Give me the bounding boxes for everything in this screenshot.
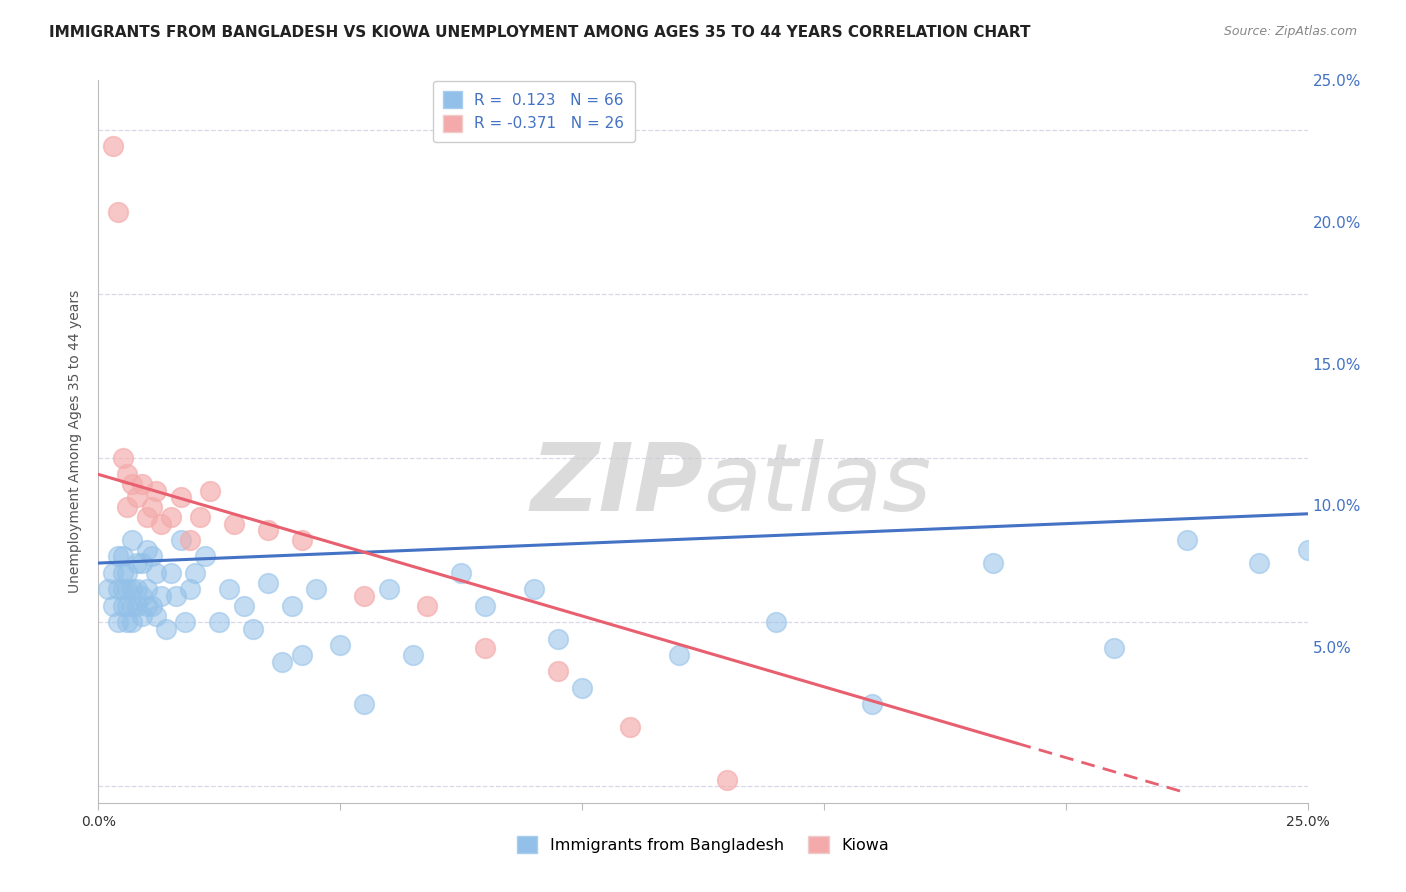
Point [131,589,153,603]
Point [165,589,187,603]
Point [271,655,294,669]
Point [117,582,139,597]
Point [242,622,264,636]
Point [111,566,134,580]
Point [179,582,201,597]
Point [1296,542,1319,557]
Point [101,566,124,580]
Point [169,533,191,547]
Point [765,615,787,630]
Point [135,542,157,557]
Point [131,608,153,623]
Point [107,204,129,219]
Point [101,599,124,613]
Point [127,599,149,613]
Point [131,477,153,491]
Point [981,556,1004,570]
Point [290,648,312,662]
Point [107,615,129,630]
Point [97,582,120,597]
Point [188,510,211,524]
Point [218,582,240,597]
Point [131,556,153,570]
Point [184,566,207,580]
Point [329,638,352,652]
Point [377,582,399,597]
Point [160,566,183,580]
Point [111,549,134,564]
Text: Source: ZipAtlas.com: Source: ZipAtlas.com [1223,25,1357,38]
Point [290,533,312,547]
Point [107,549,129,564]
Point [111,582,134,597]
Point [305,582,328,597]
Point [127,491,149,505]
Point [232,599,254,613]
Point [547,632,569,646]
Point [121,599,143,613]
Point [121,615,143,630]
Point [117,615,139,630]
Point [169,491,191,505]
Point [256,523,278,537]
Point [121,477,143,491]
Point [111,599,134,613]
Point [155,622,177,636]
Point [107,582,129,597]
Point [256,575,278,590]
Point [474,599,496,613]
Point [402,648,425,662]
Point [716,772,738,787]
Point [121,582,143,597]
Point [117,500,139,515]
Point [121,533,143,547]
Point [450,566,472,580]
Point [474,641,496,656]
Point [117,566,139,580]
Legend: Immigrants from Bangladesh, Kiowa: Immigrants from Bangladesh, Kiowa [510,830,896,860]
Point [179,533,201,547]
Point [145,608,167,623]
Point [547,665,569,679]
Y-axis label: Unemployment Among Ages 35 to 44 years: Unemployment Among Ages 35 to 44 years [69,290,83,593]
Point [101,139,124,153]
Point [141,599,163,613]
Point [117,599,139,613]
Text: ZIP: ZIP [530,439,703,531]
Point [111,450,134,465]
Point [135,599,157,613]
Point [1102,641,1125,656]
Point [281,599,304,613]
Point [160,510,183,524]
Point [127,556,149,570]
Point [194,549,217,564]
Point [198,483,221,498]
Point [353,698,375,712]
Point [174,615,197,630]
Point [222,516,245,531]
Point [571,681,593,695]
Point [668,648,690,662]
Point [141,500,163,515]
Point [416,599,439,613]
Point [353,589,375,603]
Point [619,720,641,734]
Point [1249,556,1271,570]
Point [135,510,157,524]
Text: IMMIGRANTS FROM BANGLADESH VS KIOWA UNEMPLOYMENT AMONG AGES 35 TO 44 YEARS CORRE: IMMIGRANTS FROM BANGLADESH VS KIOWA UNEM… [49,25,1031,40]
Point [145,566,167,580]
Text: atlas: atlas [703,440,931,531]
Point [145,483,167,498]
Point [860,698,883,712]
Point [150,589,173,603]
Point [127,582,149,597]
Point [117,467,139,482]
Point [141,549,163,564]
Point [135,582,157,597]
Point [523,582,546,597]
Point [1175,533,1198,547]
Point [208,615,231,630]
Point [150,516,173,531]
